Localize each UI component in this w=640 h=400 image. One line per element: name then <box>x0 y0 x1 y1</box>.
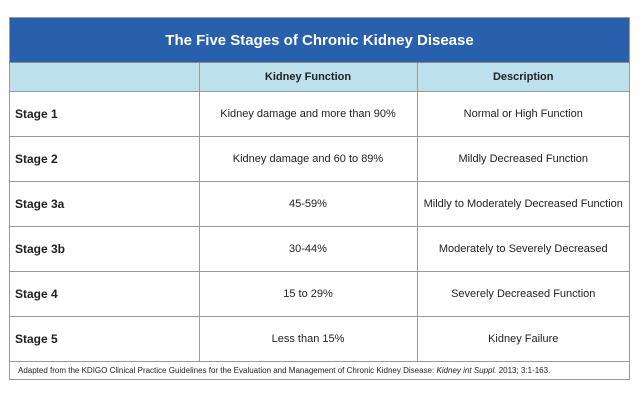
description-value: Moderately to Severely Decreased <box>416 225 629 272</box>
kidney-function-value: Kidney damage and 60 to 89% <box>198 135 418 182</box>
kidney-function-value: 30-44% <box>198 225 418 272</box>
table-row: Stage 4 15 to 29% Severely Decreased Fun… <box>10 270 629 317</box>
header-kidney-function: Kidney Function <box>198 63 418 92</box>
kidney-function-value: Kidney damage and more than 90% <box>198 91 418 137</box>
table-title: The Five Stages of Chronic Kidney Diseas… <box>10 18 629 63</box>
header-description: Description <box>416 63 629 92</box>
stage-label: Stage 3b <box>10 225 200 272</box>
description-value: Mildly Decreased Function <box>416 135 629 182</box>
table-row: Stage 3a 45-59% Mildly to Moderately Dec… <box>10 180 629 227</box>
description-value: Normal or High Function <box>416 91 629 137</box>
kidney-function-value: Less than 15% <box>198 315 418 362</box>
header-row: Kidney Function Description <box>10 63 629 92</box>
stage-label: Stage 5 <box>10 315 200 362</box>
footnote-prefix: Adapted from the KDIGO Clinical Practice… <box>18 366 437 375</box>
table-row: Stage 2 Kidney damage and 60 to 89% Mild… <box>10 135 629 182</box>
header-stage <box>10 63 200 92</box>
kidney-function-value: 45-59% <box>198 180 418 227</box>
kidney-function-value: 15 to 29% <box>198 270 418 317</box>
table-row: Stage 3b 30-44% Moderately to Severely D… <box>10 225 629 272</box>
ckd-stages-table-frame: The Five Stages of Chronic Kidney Diseas… <box>9 17 630 380</box>
footnote-suffix: 2013; 3:1-163. <box>496 366 551 375</box>
source-footnote: Adapted from the KDIGO Clinical Practice… <box>10 361 629 380</box>
ckd-stages-table: Kidney Function Description Stage 1 Kidn… <box>10 63 629 362</box>
stage-label: Stage 4 <box>10 270 200 317</box>
footnote-journal: Kidney int Suppl. <box>436 366 497 375</box>
table-row: Stage 5 Less than 15% Kidney Failure <box>10 315 629 362</box>
stage-label: Stage 3a <box>10 180 200 227</box>
description-value: Kidney Failure <box>416 315 629 362</box>
description-value: Severely Decreased Function <box>416 270 629 317</box>
table-row: Stage 1 Kidney damage and more than 90% … <box>10 91 629 137</box>
stage-label: Stage 1 <box>10 91 200 137</box>
stage-label: Stage 2 <box>10 135 200 182</box>
description-value: Mildly to Moderately Decreased Function <box>416 180 629 227</box>
